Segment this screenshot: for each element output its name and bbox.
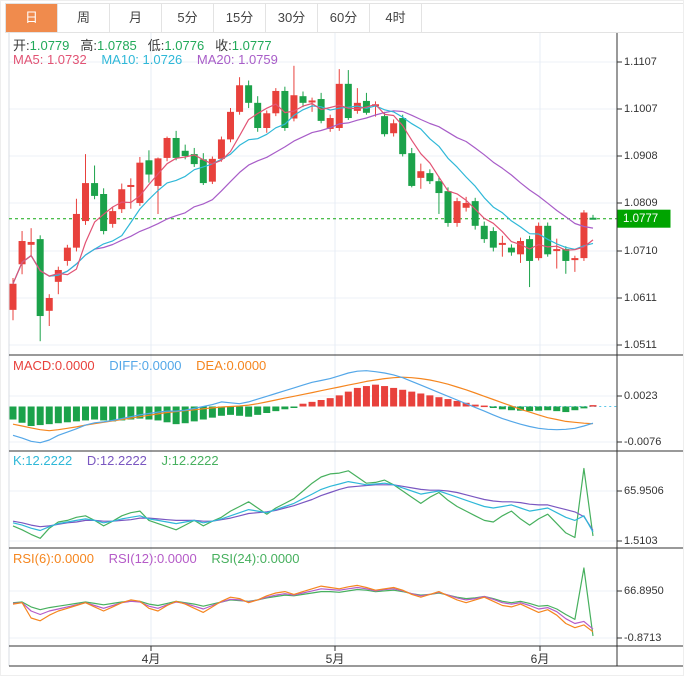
svg-text:1.1107: 1.1107 [624,56,657,68]
ohlc-row: 开:1.0779 高:1.0785 低:1.0776 收:1.0777 [13,35,283,54]
tab-5min[interactable]: 5分 [162,4,214,32]
ma5-label: MA5: 1.0732 [13,52,87,67]
rsi-panel [12,567,594,637]
close-value: 1.0777 [231,38,272,53]
dea-label: DEA:0.0000 [196,358,267,373]
panel-separators [9,31,683,667]
svg-text:1.1007: 1.1007 [624,103,658,115]
tab-15min[interactable]: 15分 [214,4,266,32]
rsi24-label: RSI(24):0.0000 [211,551,300,566]
svg-text:5月: 5月 [326,652,345,666]
grid-lines [8,32,617,666]
svg-text:1.0710: 1.0710 [624,245,658,257]
price-axis-labels: 1.1107 1.1007 1.0908 1.0809 1.0710 1.0611 1.05… [617,56,664,644]
ma-lines [12,102,594,284]
svg-text:1.0511: 1.0511 [624,339,657,351]
svg-text:0.0023: 0.0023 [624,390,658,402]
d-label: D:12.2222 [86,453,147,468]
open-label: 开: [13,38,30,53]
low-label: 低: [147,38,165,53]
tab-30min[interactable]: 30分 [266,4,318,32]
kdj-panel [12,467,594,539]
svg-text:6月: 6月 [531,652,550,666]
rsi12-label: RSI(12):0.0000 [108,551,197,566]
svg-text:1.0777: 1.0777 [623,213,658,225]
svg-text:66.8950: 66.8950 [624,585,664,597]
j-label: J:12.2222 [161,453,219,468]
time-axis-labels: 4月 5月 6月 [142,646,550,666]
tab-60min[interactable]: 60分 [318,4,370,32]
ma10-label: MA10: 1.0726 [101,52,183,67]
macd-panel [9,370,617,444]
high-value: 1.0785 [97,38,137,53]
rsi-row: RSI(6):0.0000 RSI(12):0.0000 RSI(24):0.0… [13,551,311,566]
ma20-label: MA20: 1.0759 [196,52,278,67]
macd-label: MACD:0.0000 [13,358,95,373]
period-tabbar: 日 周 月 5分 15分 30分 60分 4时 [5,3,683,33]
kdj-row: K:12.2222 D:12.2222 J:12.2222 [13,453,230,468]
svg-text:1.0611: 1.0611 [624,292,657,304]
k-label: K:12.2222 [13,453,73,468]
svg-text:-0.8713: -0.8713 [624,632,661,644]
rsi6-label: RSI(6):0.0000 [13,551,94,566]
diff-label: DIFF:0.0000 [109,358,182,373]
svg-text:1.0809: 1.0809 [624,197,658,209]
svg-text:1.5103: 1.5103 [624,535,658,547]
svg-text:-0.0076: -0.0076 [624,436,661,448]
tab-week[interactable]: 周 [58,4,110,32]
close-label: 收: [215,38,232,53]
tab-month[interactable]: 月 [110,4,162,32]
tab-4hour[interactable]: 4时 [370,4,422,32]
svg-text:4月: 4月 [142,652,161,666]
tab-day[interactable]: 日 [6,4,58,32]
current-price-badge: 1.0777 [617,209,671,228]
svg-text:65.9506: 65.9506 [624,485,664,497]
high-label: 高: [80,38,98,53]
open-value: 1.0779 [29,38,70,53]
candlestick-series [9,65,597,342]
ma-row: MA5: 1.0732 MA10: 1.0726 MA20: 1.0759 [13,52,289,67]
svg-text:1.0908: 1.0908 [624,150,658,162]
low-value: 1.0776 [164,38,205,53]
macd-row: MACD:0.0000 DIFF:0.0000 DEA:0.0000 [13,358,277,373]
